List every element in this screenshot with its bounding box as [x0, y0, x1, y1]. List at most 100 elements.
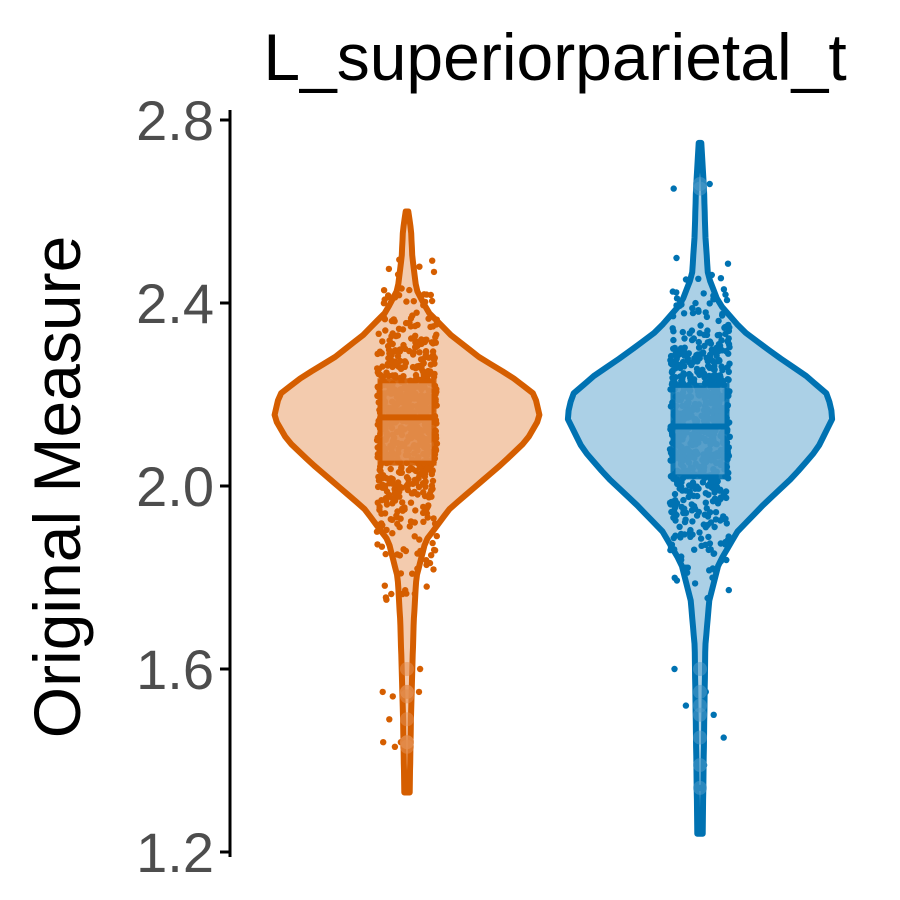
- data-point: [697, 535, 705, 542]
- data-point: [724, 364, 731, 371]
- data-point: [681, 344, 688, 351]
- outlier-point: [671, 665, 678, 673]
- data-point: [709, 574, 716, 581]
- data-point: [412, 467, 419, 475]
- data-point: [412, 371, 420, 379]
- data-point: [725, 586, 732, 594]
- data-point: [388, 590, 395, 598]
- data-point: [722, 330, 729, 338]
- data-point: [401, 363, 408, 370]
- data-point: [420, 370, 427, 377]
- data-point: [687, 375, 695, 383]
- chart-title: L_superiorparietal_t: [263, 20, 846, 94]
- outlier-marker: [693, 707, 707, 722]
- data-point: [705, 533, 712, 541]
- y-axis-label: Original Measure: [20, 236, 94, 739]
- data-point: [697, 322, 704, 329]
- data-point: [391, 489, 399, 497]
- data-point: [374, 541, 381, 548]
- data-point: [715, 356, 723, 364]
- data-point: [688, 507, 696, 514]
- data-point: [700, 290, 707, 297]
- data-point: [708, 271, 715, 279]
- data-point: [724, 376, 731, 383]
- data-point: [699, 479, 707, 486]
- data-point: [400, 546, 407, 553]
- data-point: [725, 321, 732, 329]
- data-point: [423, 561, 430, 569]
- data-point: [382, 327, 389, 334]
- data-point: [682, 487, 690, 494]
- data-point: [692, 299, 699, 307]
- data-point: [685, 493, 692, 501]
- data-point: [410, 349, 417, 356]
- data-point: [399, 499, 406, 506]
- y-tick-label: 2.4: [136, 272, 214, 335]
- data-point: [717, 558, 725, 565]
- data-point: [420, 359, 427, 366]
- data-point: [375, 366, 382, 373]
- data-point: [694, 492, 701, 500]
- data-point: [406, 286, 413, 294]
- data-point: [698, 542, 705, 549]
- outlier-marker: [693, 662, 707, 676]
- data-point: [407, 315, 415, 322]
- data-point: [389, 340, 396, 348]
- data-point: [424, 514, 431, 521]
- data-point: [387, 475, 395, 482]
- data-point: [385, 265, 393, 273]
- data-point: [423, 466, 430, 474]
- data-point: [416, 536, 423, 543]
- data-point: [379, 338, 386, 345]
- data-point: [676, 523, 683, 530]
- data-point: [418, 336, 425, 343]
- data-point: [667, 543, 675, 551]
- data-point: [688, 327, 696, 334]
- data-point: [695, 344, 703, 351]
- data-point: [671, 490, 679, 498]
- data-point: [376, 506, 383, 514]
- data-point: [707, 546, 714, 553]
- data-point: [718, 363, 725, 370]
- outlier-marker: [693, 181, 707, 196]
- data-point: [680, 371, 688, 378]
- data-point: [428, 552, 435, 559]
- data-point: [380, 300, 388, 307]
- data-point: [429, 348, 437, 355]
- data-point: [417, 547, 424, 555]
- data-point: [418, 469, 425, 476]
- data-point: [389, 500, 396, 507]
- outlier-point: [416, 665, 424, 673]
- data-point: [668, 369, 676, 376]
- data-point: [670, 345, 677, 352]
- data-point: [423, 336, 430, 343]
- data-point: [710, 366, 717, 373]
- y-tick-label: 1.6: [136, 638, 214, 701]
- data-point: [712, 509, 720, 516]
- data-point: [712, 516, 720, 523]
- data-point: [669, 374, 676, 381]
- data-point: [706, 338, 714, 345]
- data-point: [381, 316, 389, 323]
- outlier-point: [670, 185, 677, 192]
- outlier-marker: [693, 780, 707, 795]
- data-point: [403, 474, 411, 481]
- data-point: [696, 529, 703, 536]
- data-point: [695, 338, 702, 346]
- box-iqr: [377, 378, 437, 466]
- data-point: [671, 508, 678, 516]
- y-tick-label: 2.8: [136, 89, 214, 152]
- data-point: [430, 268, 438, 276]
- data-point: [706, 480, 714, 487]
- data-point: [710, 292, 717, 299]
- data-point: [383, 526, 390, 534]
- data-point: [412, 332, 419, 339]
- data-point: [390, 348, 397, 355]
- y-tick-label: 2.0: [136, 455, 214, 518]
- data-point: [723, 296, 731, 304]
- data-point: [695, 308, 702, 315]
- data-point: [723, 494, 730, 502]
- outlier-marker: [400, 684, 414, 699]
- data-point: [380, 287, 388, 294]
